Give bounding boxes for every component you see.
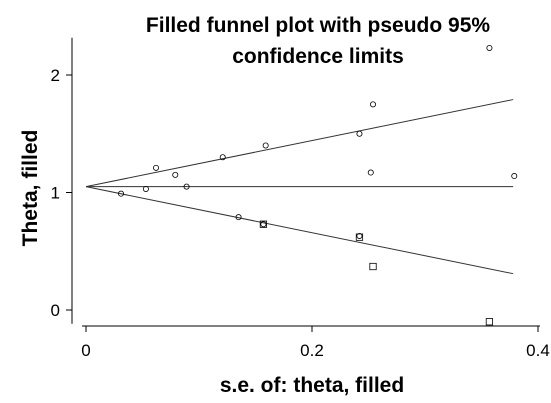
study-point — [142, 185, 149, 192]
filled-study-point — [355, 233, 364, 241]
study-point — [118, 190, 125, 197]
study-point — [183, 183, 190, 190]
x-tick-label: 0.4 — [526, 341, 550, 360]
filled-study-point — [259, 220, 268, 228]
study-point — [260, 221, 267, 228]
study-point — [262, 142, 269, 149]
funnel-lines — [85, 99, 514, 275]
chart-title-line-2: confidence limits — [232, 45, 404, 68]
study-point — [511, 173, 518, 180]
study-point — [356, 232, 363, 239]
chart-title-line-1: Filled funnel plot with pseudo 95% — [146, 14, 491, 37]
filled-study-point — [485, 318, 494, 326]
study-point — [235, 214, 242, 221]
y-tick-label: 1 — [51, 184, 60, 203]
study-point — [356, 130, 363, 137]
lower-confidence-limit — [85, 186, 514, 275]
x-axis-label: s.e. of: theta, filled — [220, 374, 404, 397]
study-point — [219, 154, 226, 161]
upper-confidence-limit — [85, 99, 514, 188]
y-tick-label: 0 — [51, 301, 60, 320]
study-point — [367, 169, 374, 176]
y-tick-label: 2 — [51, 66, 60, 85]
y-axis-label: Theta, filled — [19, 130, 42, 247]
data-points — [118, 44, 518, 326]
study-point — [153, 164, 160, 171]
study-point — [172, 171, 179, 178]
filled-study-point — [369, 262, 377, 271]
study-point — [486, 44, 493, 51]
axes: 0 1 2 0 0.2 0.4 — [51, 37, 550, 360]
x-tick-label: 0.2 — [300, 341, 324, 360]
x-tick-label: 0 — [81, 341, 90, 360]
study-point — [370, 101, 377, 108]
